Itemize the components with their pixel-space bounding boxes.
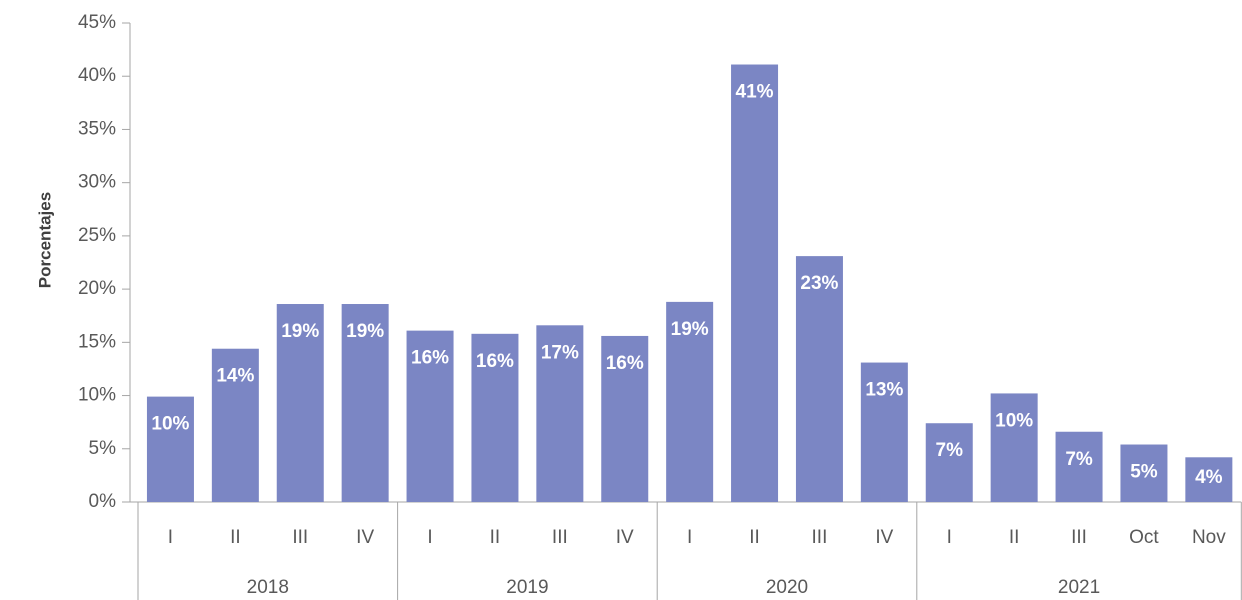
y-tick-label: 15% [78, 331, 116, 352]
x-tick-label: Oct [1129, 527, 1159, 548]
y-tick-label: 25% [78, 225, 116, 246]
value-label: 5% [1130, 462, 1158, 483]
x-tick-label: III [812, 527, 828, 548]
value-label: 16% [411, 348, 449, 369]
value-label: 23% [800, 273, 838, 294]
value-label: 17% [541, 342, 579, 363]
bar [601, 335, 649, 502]
y-tick-label: 30% [78, 172, 116, 193]
y-tick-label: 20% [78, 278, 116, 299]
value-label: 19% [346, 321, 384, 342]
y-tick-label: 5% [89, 438, 117, 459]
value-label: 10% [151, 414, 189, 435]
y-tick-label: 45% [78, 12, 116, 33]
value-label: 13% [865, 380, 903, 401]
x-tick-label: I [168, 527, 173, 548]
bar [536, 325, 584, 502]
bar [731, 64, 779, 502]
x-tick-label: IV [875, 527, 893, 548]
x-tick-label: III [552, 527, 568, 548]
value-label: 4% [1195, 467, 1223, 488]
bar [341, 304, 389, 502]
x-tick-label: II [230, 527, 241, 548]
x-tick-label: II [1009, 527, 1020, 548]
x-tick-label: IV [356, 527, 374, 548]
value-label: 19% [281, 321, 319, 342]
bar [406, 330, 454, 502]
x-tick-label: II [490, 527, 501, 548]
value-label: 10% [995, 410, 1033, 431]
value-label: 16% [606, 353, 644, 374]
value-label: 7% [1065, 449, 1093, 470]
y-tick-label: 0% [89, 491, 117, 512]
y-tick-label: 10% [78, 385, 116, 406]
x-tick-label: I [427, 527, 432, 548]
group-label: 2019 [506, 577, 548, 598]
bar [795, 256, 843, 502]
group-label: 2020 [766, 577, 808, 598]
x-tick-label: II [749, 527, 760, 548]
bar [1120, 444, 1168, 502]
bar [666, 301, 714, 502]
value-label: 16% [476, 351, 514, 372]
bar [211, 348, 259, 502]
x-tick-label: I [947, 527, 952, 548]
group-label: 2018 [247, 577, 289, 598]
y-axis-label: Porcentajes [35, 192, 54, 288]
x-tick-label: III [1071, 527, 1087, 548]
x-tick-label: III [292, 527, 308, 548]
bar [471, 333, 519, 502]
value-label: 7% [936, 440, 964, 461]
group-label: 2021 [1058, 577, 1100, 598]
x-tick-label: IV [616, 527, 634, 548]
bar [925, 423, 973, 502]
value-label: 19% [671, 319, 709, 340]
value-label: 14% [216, 366, 254, 387]
bar [860, 362, 908, 502]
bar [1055, 431, 1103, 502]
bar [990, 393, 1038, 502]
bar [1185, 457, 1233, 502]
bar [146, 396, 194, 502]
x-tick-label: I [687, 527, 692, 548]
x-tick-label: Nov [1192, 527, 1226, 548]
bar [276, 304, 324, 502]
value-label: 41% [736, 82, 774, 103]
y-tick-label: 35% [78, 118, 116, 139]
y-tick-label: 40% [78, 65, 116, 86]
